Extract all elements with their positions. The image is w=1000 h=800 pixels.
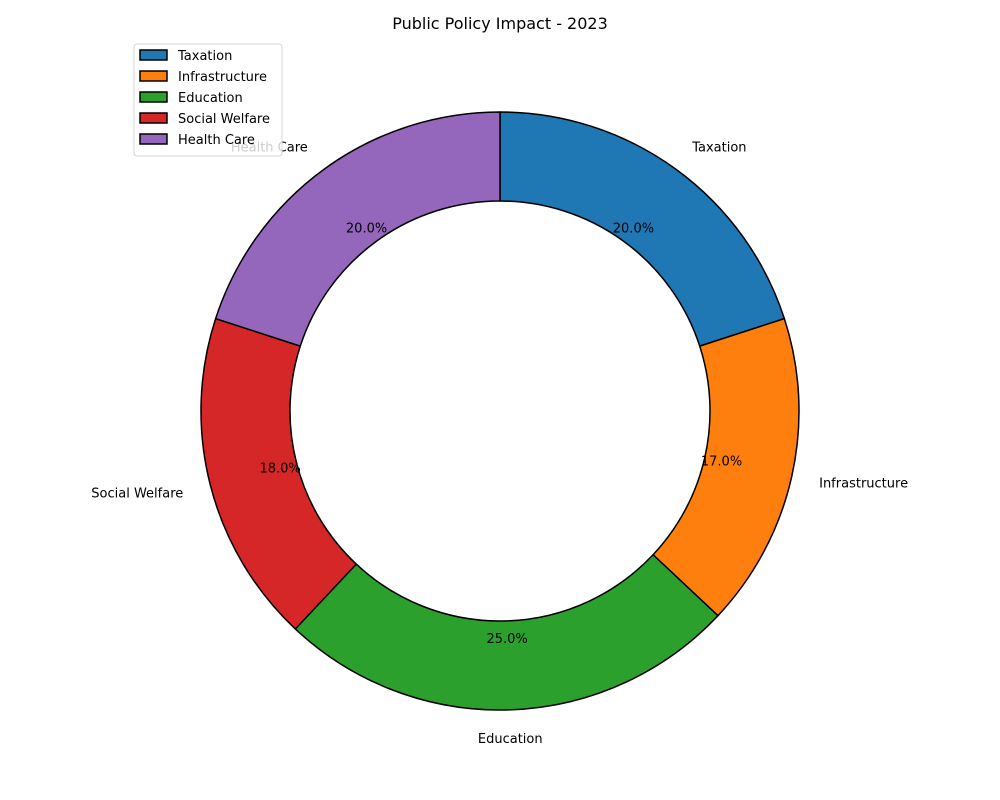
chart-title: Public Policy Impact - 2023 <box>392 14 608 33</box>
legend-label-social-welfare: Social Welfare <box>178 112 270 127</box>
slice-label-social-welfare: Social Welfare <box>91 486 183 501</box>
slice-health-care <box>214 111 501 347</box>
legend-swatch-health-care <box>139 133 168 145</box>
percent-label-education: 25.0% <box>486 632 527 647</box>
percent-label-health-care: 20.0% <box>346 221 387 236</box>
legend-swatch-infrastructure <box>139 70 168 82</box>
legend-swatch-social-welfare <box>139 112 168 124</box>
legend-label-education: Education <box>178 91 243 106</box>
percent-label-taxation: 20.0% <box>613 221 654 236</box>
percent-label-social-welfare: 18.0% <box>259 461 300 476</box>
slice-label-infrastructure: Infrastructure <box>819 476 908 491</box>
slice-label-taxation: Taxation <box>691 140 746 155</box>
legend-label-taxation: Taxation <box>177 49 232 64</box>
slice-education <box>294 554 719 711</box>
legend-swatch-education <box>139 91 168 103</box>
legend-label-infrastructure: Infrastructure <box>178 70 267 85</box>
legend-frame <box>133 43 283 157</box>
slice-taxation <box>499 111 786 347</box>
legend-swatch-taxation <box>139 49 168 61</box>
legend-label-health-care: Health Care <box>178 133 255 148</box>
legend: Taxation Infrastructure Education Social We… <box>133 43 283 157</box>
slices-layer <box>200 111 800 711</box>
slice-label-education: Education <box>478 732 543 747</box>
percent-label-infrastructure: 17.0% <box>701 455 742 470</box>
